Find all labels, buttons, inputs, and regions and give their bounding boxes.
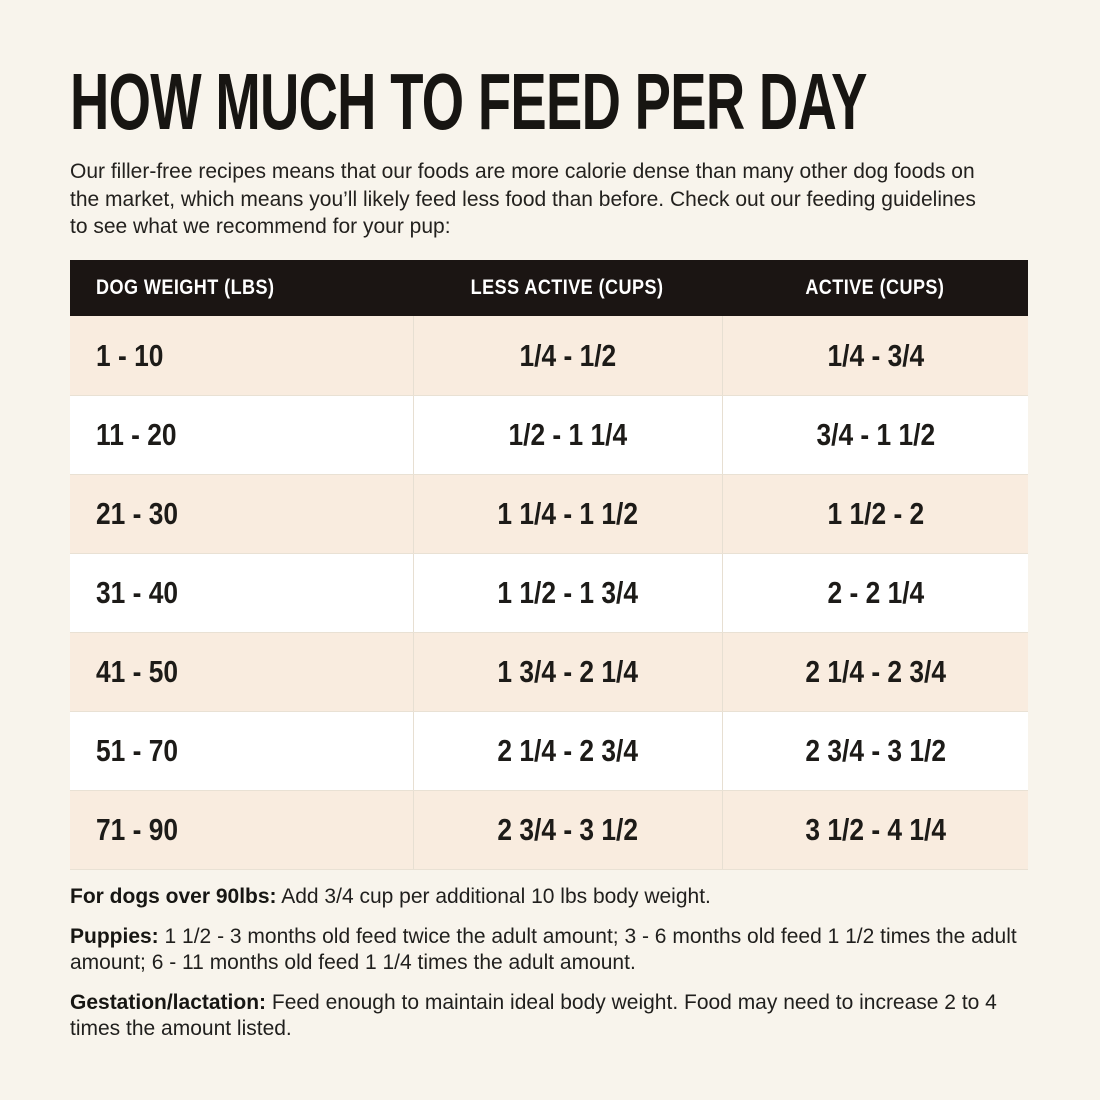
dog-weight-cell: 41 - 50 bbox=[96, 654, 179, 689]
less-active-cell: 1/4 - 1/2 bbox=[413, 316, 722, 395]
active-cell: 3/4 - 1 1/2 bbox=[722, 396, 1028, 474]
intro-paragraph: Our filler-free recipes means that our f… bbox=[70, 160, 976, 238]
note-puppies: Puppies: 1 1/2 - 3 months old feed twice… bbox=[70, 924, 1025, 977]
less-active-cell: 2 3/4 - 3 1/2 bbox=[413, 791, 722, 869]
page-title-text: HOW MUCH TO FEED PER DAY bbox=[70, 57, 867, 146]
active-cell: 3 1/2 - 4 1/4 bbox=[722, 791, 1028, 869]
table-row: 71 - 90 2 3/4 - 3 1/2 3 1/2 - 4 1/4 bbox=[70, 790, 1028, 869]
active-cell: 1 1/2 - 2 bbox=[722, 475, 1028, 553]
active-cell: 2 - 2 1/4 bbox=[722, 554, 1028, 632]
dog-weight-cell: 21 - 30 bbox=[96, 496, 179, 531]
table-row: 51 - 70 2 1/4 - 2 3/4 2 3/4 - 3 1/2 bbox=[70, 711, 1028, 790]
page-title: HOW MUCH TO FEED PER DAY bbox=[70, 62, 1100, 142]
table-row: 31 - 40 1 1/2 - 1 3/4 2 - 2 1/4 bbox=[70, 553, 1028, 632]
header-less-active: LESS ACTIVE (CUPS) bbox=[471, 276, 664, 299]
less-active-cell: 1/2 - 1 1/4 bbox=[413, 396, 722, 474]
table-row: 1 - 10 1/4 - 1/2 1/4 - 3/4 bbox=[70, 316, 1028, 395]
table-row: 11 - 20 1/2 - 1 1/4 3/4 - 1 1/2 bbox=[70, 395, 1028, 474]
note-over-90lbs: For dogs over 90lbs: Add 3/4 cup per add… bbox=[70, 884, 1025, 911]
dog-weight-cell: 31 - 40 bbox=[96, 575, 179, 610]
note-text: Feed enough to maintain ideal body weigh… bbox=[70, 990, 997, 1041]
header-active: ACTIVE (CUPS) bbox=[805, 276, 945, 299]
active-cell: 2 3/4 - 3 1/2 bbox=[722, 712, 1028, 790]
note-text: Add 3/4 cup per additional 10 lbs body w… bbox=[281, 885, 711, 908]
less-active-cell: 1 1/2 - 1 3/4 bbox=[413, 554, 722, 632]
dog-weight-cell: 11 - 20 bbox=[96, 417, 177, 452]
table-row: 41 - 50 1 3/4 - 2 1/4 2 1/4 - 2 3/4 bbox=[70, 632, 1028, 711]
dog-weight-cell: 1 - 10 bbox=[96, 337, 164, 373]
note-label: Gestation/lactation: bbox=[70, 990, 267, 1014]
active-cell: 1/4 - 3/4 bbox=[722, 316, 1028, 395]
table-header-row: DOG WEIGHT (LBS) LESS ACTIVE (CUPS) ACTI… bbox=[70, 260, 1028, 316]
feeding-table: DOG WEIGHT (LBS) LESS ACTIVE (CUPS) ACTI… bbox=[70, 260, 1028, 870]
dog-weight-cell: 51 - 70 bbox=[96, 733, 179, 768]
less-active-cell: 1 1/4 - 1 1/2 bbox=[413, 475, 722, 553]
note-text: 1 1/2 - 3 months old feed twice the adul… bbox=[70, 924, 1017, 975]
note-label: Puppies: bbox=[70, 924, 159, 948]
dog-weight-cell: 71 - 90 bbox=[96, 812, 179, 847]
header-dog-weight: DOG WEIGHT (LBS) bbox=[96, 276, 275, 299]
active-cell: 2 1/4 - 2 3/4 bbox=[722, 633, 1028, 711]
note-label: For dogs over 90lbs: bbox=[70, 885, 277, 908]
less-active-cell: 1 3/4 - 2 1/4 bbox=[413, 633, 722, 711]
note-gestation: Gestation/lactation: Feed enough to main… bbox=[70, 990, 1025, 1043]
table-row: 21 - 30 1 1/4 - 1 1/2 1 1/2 - 2 bbox=[70, 474, 1028, 553]
less-active-cell: 2 1/4 - 2 3/4 bbox=[413, 712, 722, 790]
footnotes: For dogs over 90lbs: Add 3/4 cup per add… bbox=[70, 884, 1025, 1056]
